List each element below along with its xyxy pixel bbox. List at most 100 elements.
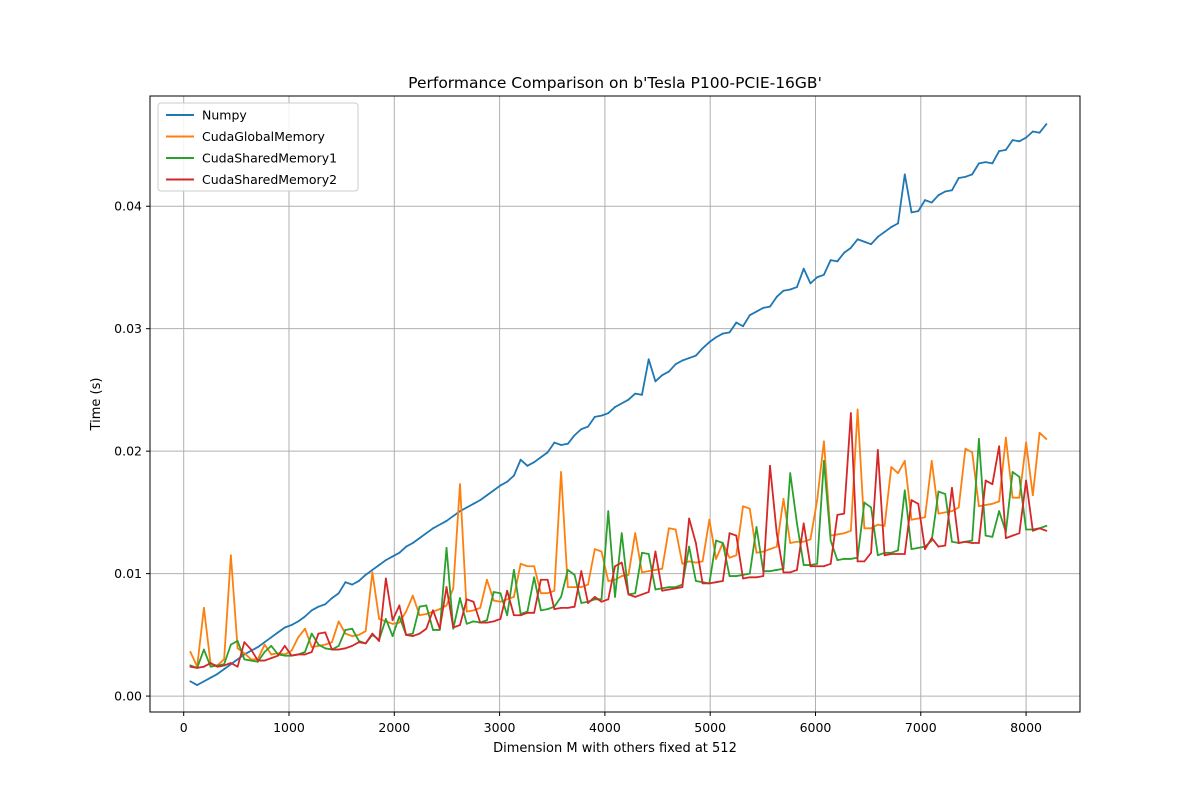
data-point-cudaglobalmemory bbox=[944, 511, 947, 514]
x-tick-label: 4000 bbox=[589, 720, 621, 735]
data-point-numpy bbox=[1004, 148, 1007, 151]
data-point-cudasharedmemory2 bbox=[849, 412, 852, 415]
data-point-numpy bbox=[654, 380, 657, 383]
data-point-cudaglobalmemory bbox=[297, 636, 300, 639]
data-point-cudasharedmemory1 bbox=[351, 627, 354, 630]
legend-label: CudaSharedMemory2 bbox=[202, 172, 337, 187]
data-point-cudasharedmemory2 bbox=[405, 633, 407, 636]
data-point-cudasharedmemory2 bbox=[910, 499, 913, 502]
legend-item: CudaSharedMemory1 bbox=[166, 151, 337, 166]
data-point-numpy bbox=[203, 680, 205, 683]
data-point-cudasharedmemory2 bbox=[203, 665, 205, 668]
data-point-numpy bbox=[681, 359, 684, 362]
data-point-numpy bbox=[775, 295, 778, 298]
data-point-cudaglobalmemory bbox=[236, 647, 239, 650]
data-point-cudasharedmemory2 bbox=[721, 580, 724, 582]
data-point-numpy bbox=[506, 480, 509, 483]
data-point-cudasharedmemory2 bbox=[681, 586, 684, 588]
data-point-numpy bbox=[762, 306, 765, 309]
data-point-numpy bbox=[384, 559, 387, 562]
data-point-cudasharedmemory1 bbox=[465, 622, 468, 625]
data-point-cudaglobalmemory bbox=[816, 499, 819, 502]
data-point-cudasharedmemory1 bbox=[263, 651, 266, 653]
data-point-cudaglobalmemory bbox=[1025, 441, 1027, 444]
data-point-cudasharedmemory2 bbox=[809, 565, 812, 568]
data-point-numpy bbox=[789, 288, 792, 291]
legend-box bbox=[157, 102, 359, 192]
data-point-numpy bbox=[647, 358, 650, 361]
data-point-cudasharedmemory1 bbox=[849, 558, 852, 560]
data-point-cudasharedmemory1 bbox=[897, 549, 899, 552]
data-point-cudaglobalmemory bbox=[809, 538, 812, 541]
data-point-cudaglobalmemory bbox=[796, 540, 798, 543]
data-point-numpy bbox=[533, 461, 536, 464]
data-point-cudasharedmemory1 bbox=[991, 535, 994, 538]
data-point-cudasharedmemory1 bbox=[876, 554, 879, 557]
data-point-numpy bbox=[910, 211, 913, 214]
series-numpy bbox=[189, 123, 1048, 686]
data-point-cudaglobalmemory bbox=[674, 528, 677, 531]
data-point-numpy bbox=[627, 398, 630, 401]
data-point-cudaglobalmemory bbox=[425, 613, 428, 615]
data-point-cudasharedmemory2 bbox=[290, 654, 293, 657]
data-point-cudasharedmemory2 bbox=[411, 635, 414, 637]
data-point-cudasharedmemory1 bbox=[971, 539, 974, 542]
data-point-cudaglobalmemory bbox=[762, 550, 765, 553]
data-point-numpy bbox=[438, 523, 441, 526]
data-point-cudasharedmemory2 bbox=[519, 614, 522, 617]
data-point-cudaglobalmemory bbox=[910, 518, 913, 521]
data-point-numpy bbox=[459, 510, 461, 513]
data-point-cudasharedmemory1 bbox=[209, 665, 212, 668]
data-point-cudasharedmemory2 bbox=[539, 578, 542, 581]
data-point-cudasharedmemory2 bbox=[1031, 529, 1034, 532]
data-point-cudasharedmemory2 bbox=[337, 648, 340, 651]
data-point-numpy bbox=[620, 402, 623, 405]
data-point-cudasharedmemory1 bbox=[243, 658, 246, 661]
data-point-cudasharedmemory1 bbox=[573, 573, 576, 576]
data-point-cudasharedmemory1 bbox=[304, 651, 306, 653]
x-tick-label: 2000 bbox=[378, 720, 410, 735]
data-point-cudaglobalmemory bbox=[1038, 431, 1041, 434]
data-point-numpy bbox=[452, 515, 455, 517]
data-point-numpy bbox=[742, 325, 744, 328]
data-point-numpy bbox=[634, 392, 637, 395]
data-point-cudasharedmemory1 bbox=[607, 510, 610, 513]
data-point-numpy bbox=[1025, 136, 1027, 139]
data-point-cudasharedmemory1 bbox=[317, 643, 320, 646]
data-point-cudasharedmemory1 bbox=[728, 575, 731, 577]
data-point-cudasharedmemory2 bbox=[634, 595, 637, 598]
data-point-cudasharedmemory1 bbox=[937, 490, 940, 493]
data-point-numpy bbox=[560, 444, 562, 446]
data-point-cudaglobalmemory bbox=[978, 505, 980, 508]
data-point-numpy bbox=[573, 434, 576, 437]
x-axis-ticks: 0 1000 2000 3000 4000 5000 6000 7000 8000 bbox=[180, 712, 1042, 735]
data-point-numpy bbox=[984, 161, 987, 164]
data-point-cudaglobalmemory bbox=[438, 608, 441, 611]
data-point-cudaglobalmemory bbox=[728, 556, 731, 559]
data-point-cudasharedmemory2 bbox=[398, 604, 401, 607]
data-point-cudasharedmemory2 bbox=[782, 571, 785, 574]
data-point-cudaglobalmemory bbox=[836, 533, 839, 536]
data-point-numpy bbox=[1038, 131, 1041, 134]
data-point-cudaglobalmemory bbox=[849, 529, 852, 532]
data-point-cudaglobalmemory bbox=[876, 523, 879, 526]
data-point-cudasharedmemory2 bbox=[283, 644, 286, 647]
data-point-cudasharedmemory1 bbox=[1011, 471, 1014, 473]
data-point-numpy bbox=[331, 597, 333, 600]
data-point-numpy bbox=[715, 336, 717, 339]
data-point-cudaglobalmemory bbox=[641, 571, 643, 574]
data-point-cudasharedmemory1 bbox=[411, 632, 414, 635]
data-point-cudasharedmemory1 bbox=[836, 559, 839, 562]
data-point-numpy bbox=[836, 260, 839, 263]
data-point-cudaglobalmemory bbox=[526, 565, 529, 568]
data-point-cudasharedmemory2 bbox=[472, 600, 475, 603]
data-point-numpy bbox=[782, 289, 785, 292]
data-point-cudaglobalmemory bbox=[573, 586, 576, 588]
data-point-cudaglobalmemory bbox=[223, 658, 226, 661]
data-point-cudaglobalmemory bbox=[203, 607, 205, 609]
data-point-cudasharedmemory2 bbox=[196, 667, 199, 669]
data-point-cudasharedmemory2 bbox=[223, 664, 226, 667]
data-point-cudasharedmemory2 bbox=[351, 644, 354, 647]
data-point-numpy bbox=[580, 428, 583, 431]
series-line-cudaglobalmemory bbox=[189, 408, 1048, 668]
